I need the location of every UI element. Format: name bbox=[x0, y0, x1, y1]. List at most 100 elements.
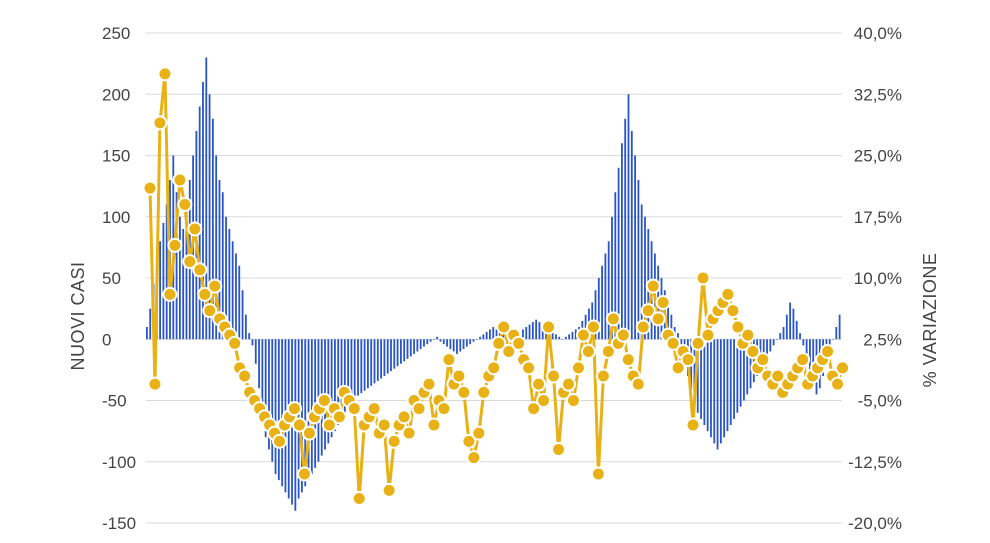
bar bbox=[792, 308, 795, 340]
line-point bbox=[755, 352, 771, 368]
line-point bbox=[167, 237, 183, 253]
bar bbox=[452, 339, 455, 352]
line-point bbox=[396, 409, 412, 425]
bar bbox=[739, 339, 742, 407]
bar bbox=[218, 180, 221, 340]
bar bbox=[271, 339, 274, 462]
bar bbox=[677, 333, 679, 340]
line-point bbox=[521, 360, 537, 376]
bar bbox=[627, 94, 630, 340]
bar bbox=[564, 336, 567, 340]
bar bbox=[264, 339, 267, 438]
bar bbox=[386, 339, 389, 374]
line-point bbox=[286, 401, 302, 417]
y2-axis-title: % VARIAZIONE bbox=[920, 253, 940, 388]
bar bbox=[535, 319, 538, 340]
line-point bbox=[615, 327, 631, 343]
bar bbox=[396, 339, 399, 367]
bar bbox=[479, 336, 481, 340]
bar bbox=[235, 253, 237, 340]
line-point bbox=[580, 344, 596, 359]
bar bbox=[482, 334, 485, 340]
line-point bbox=[830, 376, 846, 392]
bar bbox=[159, 241, 161, 340]
bar bbox=[465, 339, 468, 347]
bar bbox=[367, 339, 369, 389]
bar bbox=[795, 320, 798, 340]
line-point bbox=[346, 401, 362, 417]
bar bbox=[277, 339, 280, 481]
line-point bbox=[655, 295, 671, 310]
bar bbox=[205, 57, 208, 340]
line-point bbox=[366, 401, 382, 417]
bar bbox=[782, 327, 785, 340]
bar bbox=[719, 339, 722, 444]
bar bbox=[561, 339, 564, 340]
line-point bbox=[192, 262, 208, 278]
line-point bbox=[546, 368, 562, 384]
bar bbox=[304, 339, 307, 487]
bar bbox=[238, 265, 241, 340]
line-point bbox=[471, 425, 487, 441]
bar bbox=[733, 339, 735, 419]
line-point bbox=[620, 352, 636, 368]
line-point bbox=[665, 335, 681, 351]
line-point bbox=[670, 360, 686, 376]
bar bbox=[762, 339, 765, 364]
bar bbox=[835, 327, 838, 340]
bar bbox=[261, 339, 264, 413]
bar bbox=[772, 339, 775, 346]
line-point bbox=[207, 278, 223, 294]
bar bbox=[776, 339, 778, 340]
line-point bbox=[575, 327, 591, 343]
bar bbox=[274, 339, 277, 474]
bar bbox=[178, 216, 181, 340]
bar bbox=[198, 106, 201, 340]
bar bbox=[584, 314, 587, 340]
line-point bbox=[451, 368, 467, 384]
line-point bbox=[436, 401, 452, 417]
bar bbox=[617, 167, 620, 340]
bar bbox=[432, 339, 435, 340]
line-point bbox=[237, 368, 253, 384]
left-tick-label: -100 bbox=[102, 453, 136, 472]
bar bbox=[624, 118, 627, 340]
line-point bbox=[401, 425, 417, 441]
right-tick-label: 10,0% bbox=[854, 269, 902, 288]
line-point bbox=[202, 303, 218, 319]
bar bbox=[175, 192, 178, 340]
right-axis-ticks: 40,0% 32,5% 25,0% 17,5% 10,0% 2,5% -5,0% -12,5%… bbox=[848, 24, 902, 533]
bar bbox=[340, 339, 343, 419]
bar bbox=[228, 229, 231, 340]
bar bbox=[439, 339, 442, 342]
bar bbox=[812, 339, 815, 383]
line-point bbox=[795, 352, 811, 368]
line-point bbox=[690, 335, 706, 351]
bar bbox=[571, 331, 574, 340]
line-point bbox=[585, 319, 601, 335]
bar bbox=[838, 314, 841, 340]
line-point bbox=[486, 360, 502, 376]
bar bbox=[162, 222, 165, 340]
bar bbox=[449, 339, 452, 350]
bar bbox=[149, 308, 152, 340]
bar bbox=[327, 339, 330, 444]
bar-series bbox=[146, 57, 841, 511]
line-point bbox=[272, 433, 288, 449]
left-tick-label: 150 bbox=[102, 147, 130, 166]
line-point bbox=[376, 417, 392, 433]
bar bbox=[716, 339, 719, 450]
bar bbox=[254, 339, 257, 364]
bar bbox=[525, 327, 528, 340]
line-point bbox=[536, 393, 552, 408]
line-point bbox=[835, 360, 851, 376]
line-point bbox=[461, 433, 477, 449]
bar bbox=[749, 339, 752, 389]
bar bbox=[462, 339, 465, 350]
bar bbox=[301, 339, 303, 493]
line-point bbox=[695, 270, 711, 286]
line-point bbox=[197, 286, 213, 302]
line-point bbox=[730, 319, 746, 335]
line-point bbox=[526, 401, 542, 417]
bar bbox=[574, 329, 577, 340]
